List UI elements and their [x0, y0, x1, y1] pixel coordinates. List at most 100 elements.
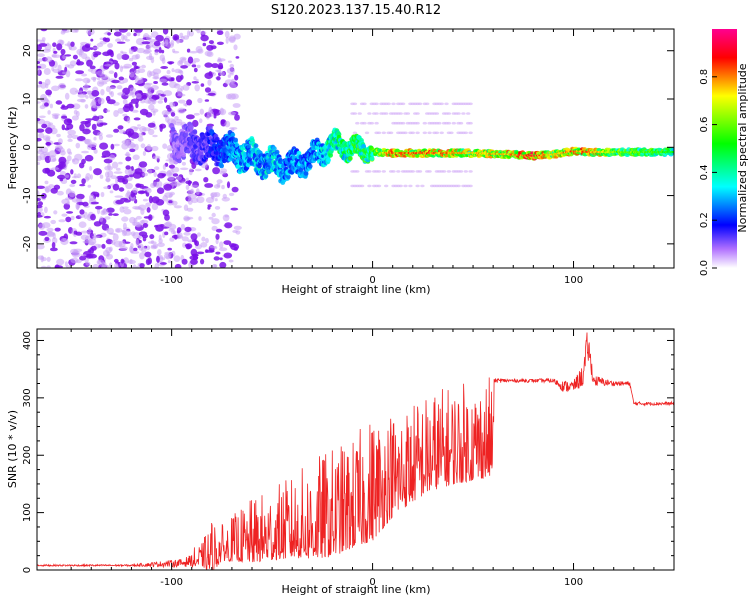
noise-blob [199, 108, 204, 115]
noise-blob [142, 223, 148, 228]
noise-blob [67, 129, 76, 136]
noise-blob [83, 84, 89, 91]
noise-blob [115, 167, 121, 171]
noise-blob [153, 171, 157, 177]
noise-blob [93, 136, 97, 141]
noise-blob [145, 35, 153, 41]
noise-blob [234, 74, 239, 81]
noise-blob [206, 114, 210, 120]
noise-blob [75, 259, 82, 264]
noise-blob [100, 191, 105, 198]
harmonic-streak [355, 121, 360, 125]
noise-blob [84, 154, 94, 162]
noise-blob [115, 38, 122, 43]
noise-blob [70, 41, 75, 47]
noise-blob [219, 261, 227, 268]
noise-blob [119, 246, 128, 251]
noise-blob [37, 162, 40, 165]
noise-blob [149, 234, 155, 240]
noise-blob [56, 258, 65, 266]
ridge-cell [233, 137, 239, 143]
noise-blob [215, 228, 223, 233]
harmonic-streak [463, 131, 468, 135]
harmonic-streak [456, 112, 461, 115]
noise-blob [47, 110, 51, 115]
noise-blob [75, 78, 83, 82]
noise-blob [86, 59, 93, 67]
noise-blob [169, 101, 175, 108]
noise-blob [126, 32, 131, 37]
noise-blob [113, 72, 118, 79]
noise-blob [70, 179, 77, 184]
noise-blob [167, 61, 175, 65]
noise-blob [231, 186, 239, 193]
ridge-cell [286, 174, 291, 180]
noise-blob [211, 225, 218, 231]
noise-blob [193, 76, 197, 81]
noise-blob [173, 255, 181, 262]
harmonic-streak [468, 184, 473, 188]
noise-blob [76, 203, 80, 211]
noise-blob [112, 213, 119, 217]
noise-blob [111, 161, 119, 169]
harmonic-streak [352, 102, 358, 106]
spectrogram-y-ticks: -20 -10 0 10 20 [22, 44, 674, 252]
harmonic-streak [427, 131, 432, 135]
noise-blob [175, 39, 184, 43]
noise-blob [152, 155, 161, 160]
noise-blob [66, 103, 75, 109]
noise-blob [161, 49, 165, 54]
noise-blob [193, 67, 198, 73]
noise-blob [55, 100, 63, 105]
noise-blob [80, 98, 86, 103]
noise-blob [124, 103, 133, 109]
noise-blob [71, 198, 81, 203]
noise-blob [113, 258, 119, 263]
noise-blob [156, 187, 165, 194]
noise-blob [213, 256, 220, 261]
noise-blob [56, 133, 61, 138]
noise-blob [141, 64, 146, 69]
harmonic-streak [367, 170, 372, 173]
noise-blob [121, 34, 125, 41]
noise-blob [164, 231, 169, 236]
noise-blob [99, 142, 109, 150]
harmonic-streak [446, 112, 452, 115]
noise-blob [68, 190, 76, 198]
noise-blob [67, 134, 73, 139]
noise-blob [89, 166, 93, 171]
noise-blob [139, 190, 146, 194]
noise-blob [90, 213, 96, 221]
noise-blob [80, 230, 89, 234]
noise-blob [235, 56, 240, 59]
noise-blob [106, 99, 116, 105]
noise-blob [162, 195, 168, 202]
snr-marks [37, 332, 674, 570]
noise-blob [200, 83, 205, 87]
harmonic-streak [458, 170, 464, 173]
noise-blob [180, 167, 189, 171]
noise-blob [44, 180, 49, 185]
noise-blob [151, 94, 160, 100]
noise-blob [185, 177, 189, 181]
harmonic-streak [388, 131, 394, 135]
ridge-cell [271, 146, 277, 152]
noise-blob [120, 197, 129, 201]
harmonic-streak [415, 131, 420, 135]
noise-blob [145, 146, 154, 151]
noise-blob [126, 190, 131, 198]
noise-blob [183, 231, 191, 236]
noise-blob [113, 110, 119, 117]
noise-blob [86, 143, 92, 150]
noise-blob [106, 86, 111, 93]
harmonic-streak [398, 184, 403, 188]
noise-blob [194, 84, 200, 92]
noise-blob [123, 208, 132, 215]
noise-blob [204, 62, 213, 68]
noise-blob [187, 239, 193, 243]
noise-blob [135, 239, 140, 247]
noise-blob [97, 97, 105, 105]
noise-blob [230, 207, 239, 211]
noise-blob [143, 216, 152, 219]
